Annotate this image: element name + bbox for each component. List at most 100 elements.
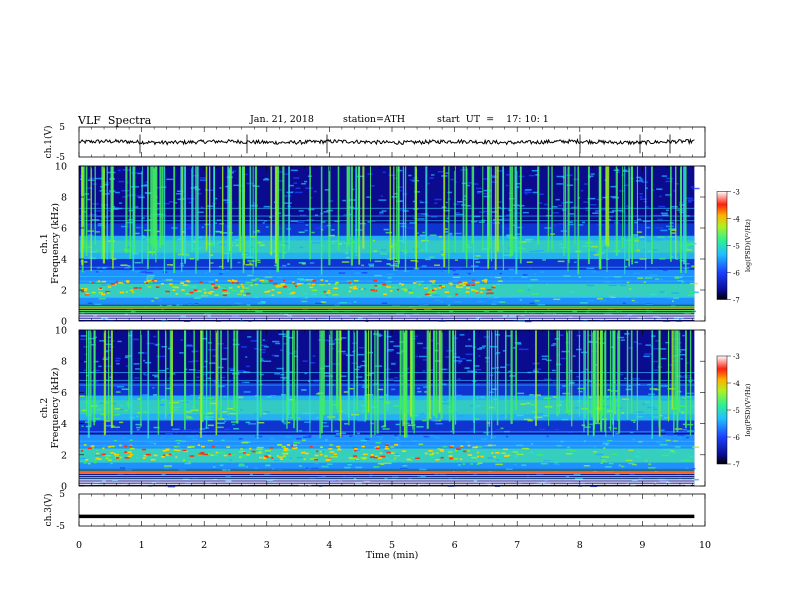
spectrogram-speckle [296, 456, 303, 459]
spectrogram-speckle [639, 193, 643, 195]
sferic-streak [636, 166, 638, 252]
spectrogram-speckle [334, 304, 340, 307]
spectrogram-speckle [447, 191, 452, 194]
spectrogram-speckle [360, 457, 363, 459]
sferic-streak [615, 166, 618, 256]
spectrogram-speckle [659, 291, 665, 293]
spectrogram-speckle [568, 213, 575, 215]
spectrogram-speckle [338, 480, 343, 482]
spectrogram-speckle [419, 200, 422, 203]
spectrogram-speckle [492, 222, 497, 225]
spectrogram-speckle [625, 388, 633, 391]
spectrogram-speckle [165, 387, 172, 390]
sferic-streak [674, 330, 677, 411]
sferic-streak [389, 166, 391, 261]
sferic-streak [309, 166, 311, 260]
hiss-hot-spot [386, 286, 391, 288]
sferic-streak [596, 330, 599, 423]
narrowband-line [79, 468, 695, 470]
band-upper-core [79, 400, 695, 415]
spectrogram-speckle [256, 219, 264, 221]
spectrogram-speckle [393, 177, 398, 180]
spectrogram-speckle [209, 293, 212, 295]
spectrogram-speckle [345, 354, 354, 357]
spectrogram-speckle [294, 191, 303, 194]
spectrogram-speckle [257, 241, 261, 244]
spectrogram-speckle [668, 228, 677, 230]
spectrogram-speckle [632, 377, 640, 380]
hiss-hot-spot [85, 459, 89, 461]
spectrogram-speckle [588, 380, 592, 383]
spectrogram-speckle [674, 428, 683, 430]
spectrogram-speckle [569, 221, 573, 223]
spectrogram-speckle [666, 209, 669, 211]
spectrogram-speckle [580, 189, 584, 192]
hiss-hot-spot [475, 290, 479, 293]
spectrogram-speckle [142, 235, 145, 237]
spectrogram-speckle [587, 308, 592, 311]
hiss-hot-spot [160, 283, 164, 285]
hiss-hot-spot [185, 280, 190, 282]
spectrogram-speckle [465, 353, 473, 356]
spectrogram-speckle [279, 349, 284, 352]
spectrogram-speckle [375, 442, 382, 444]
hiss-hot-spot [222, 294, 227, 297]
hiss-hot-spot [268, 280, 273, 282]
spectrogram-speckle [533, 368, 542, 370]
narrowband-line [79, 461, 695, 462]
spectrogram-speckle [661, 214, 669, 216]
x-tick-label: 10 [699, 540, 711, 551]
spectrogram-speckle [611, 453, 618, 455]
spectrogram-speckle [260, 360, 265, 362]
spectrogram-speckle [385, 457, 390, 460]
spectrogram-speckle [431, 282, 435, 284]
spectrogram-speckle [364, 438, 370, 440]
spectrogram-speckle [244, 252, 250, 254]
sferic-streak [374, 330, 376, 436]
spectrogram-speckle [446, 217, 449, 220]
spectrogram-speckle [605, 466, 612, 468]
spectrogram-speckle [112, 426, 120, 428]
sferic-streak [583, 330, 585, 433]
spectrogram-speckle [339, 375, 347, 377]
spectrogram-speckle [467, 182, 474, 184]
hiss-hot-spot [448, 455, 453, 457]
sferic-streak [404, 330, 406, 414]
hiss-hot-spot [90, 445, 95, 447]
spectrogram-speckle [390, 446, 395, 448]
spectrogram-speckle [682, 334, 685, 337]
sferic-streak [440, 330, 443, 420]
spectrogram-speckle [536, 473, 542, 476]
spectrogram-speckle [343, 353, 347, 355]
spectrogram-speckle [239, 455, 246, 457]
spectrogram-speckle [186, 414, 189, 417]
hiss-hot-spot [325, 280, 328, 282]
sferic-streak [624, 166, 626, 275]
spectrogram-speckle [239, 241, 243, 244]
sferic-streak [151, 166, 154, 256]
spectrogram-speckle [671, 292, 680, 294]
spectrogram-speckle [608, 462, 614, 465]
spectrogram-speckle [529, 267, 532, 269]
spectrogram-speckle [652, 416, 658, 418]
spectrogram-speckle [444, 231, 449, 233]
spectrogram-speckle [667, 194, 671, 197]
spectrogram-speckle [309, 458, 318, 460]
spectrogram-speckle [170, 373, 176, 375]
hiss-hot-spot [459, 283, 465, 285]
spectrogram-speckle [250, 246, 253, 248]
sferic-streak [438, 330, 441, 413]
spectrogram-speckle [638, 451, 641, 454]
spectrogram-speckle [453, 203, 460, 206]
x-axis-label: Time (min) [366, 550, 419, 561]
spectrogram-speckle [360, 364, 368, 367]
spectrogram-speckle [505, 435, 509, 438]
spectrogram-speckle [358, 346, 364, 349]
sferic-streak [679, 166, 683, 273]
sferic-streak [600, 330, 602, 411]
spectrogram-speckle [122, 169, 126, 171]
sferic-streak [415, 166, 418, 269]
spectrogram-speckle [391, 388, 396, 391]
narrowband-line [79, 384, 695, 386]
spectrogram-speckle [428, 256, 435, 259]
